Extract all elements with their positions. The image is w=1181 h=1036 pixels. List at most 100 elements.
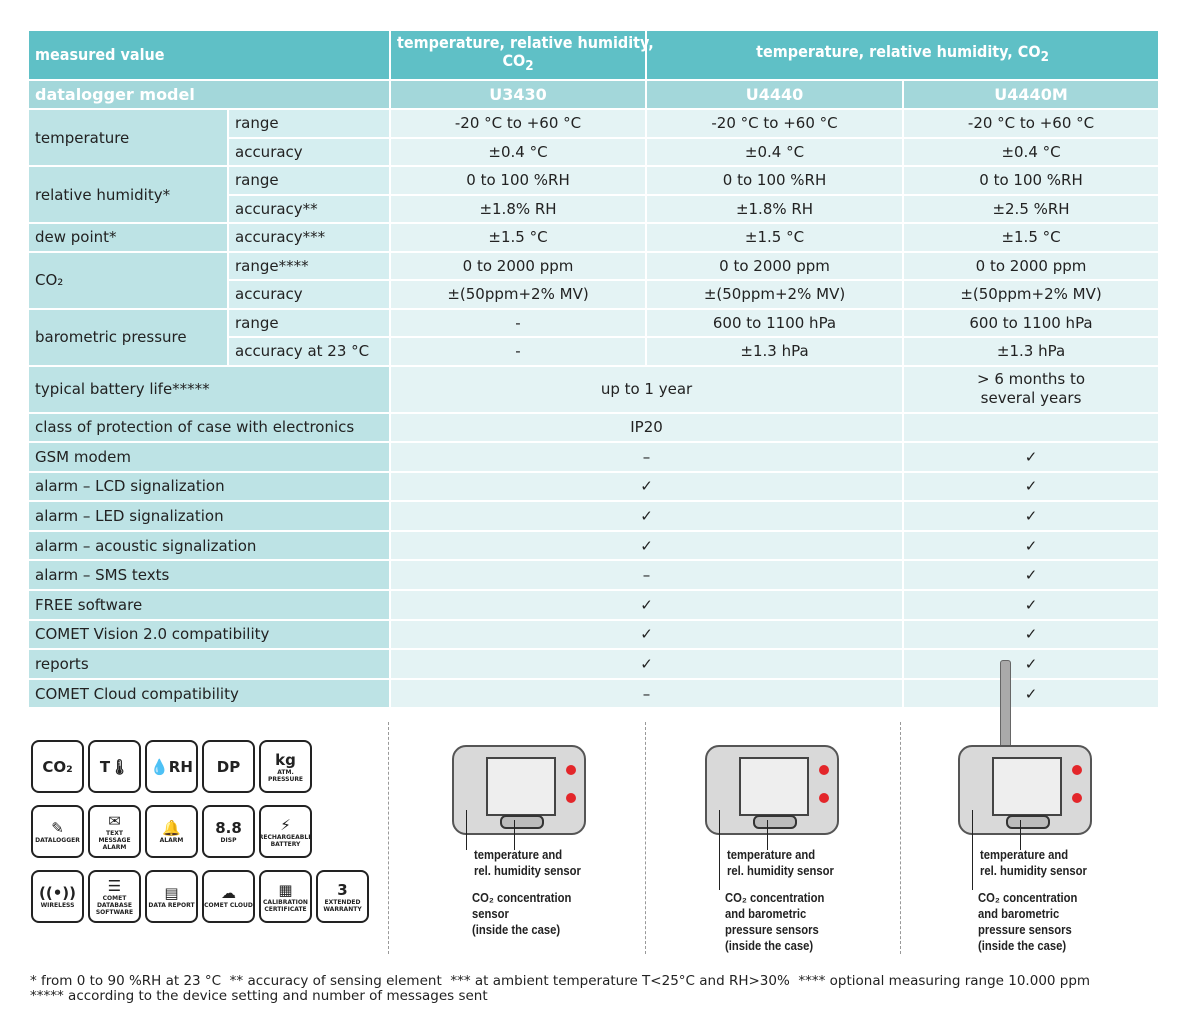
param-label: accuracy*** — [229, 224, 390, 251]
sensor-connector — [753, 815, 797, 829]
feature-u4440m: ✓ — [904, 531, 1159, 560]
device-case — [705, 745, 839, 835]
antenna — [1000, 660, 1011, 752]
feature-row: COMET Vision 2.0 compatibility ✓ ✓ — [29, 620, 1159, 649]
battery-shared: up to 1 year — [391, 366, 903, 412]
subscript: 2 — [525, 59, 534, 75]
footnote-2: ***** according to the device setting an… — [30, 988, 488, 1004]
spec-value: ±0.4 °C — [391, 138, 646, 165]
spec-row: dew point* accuracy*** ±1.5 °C ±1.5 °C ±1.5 … — [29, 224, 1159, 251]
icon-glyph: ((•)) — [38, 884, 76, 902]
param-label: range — [229, 309, 390, 336]
spec-value: ±2.5 %RH — [904, 195, 1159, 222]
icon-glyph: 3 — [337, 880, 348, 899]
feature-u4440m: ✓ — [904, 472, 1159, 501]
spec-value: -20 °C to +60 °C — [391, 110, 646, 137]
group-label: barometric pressure — [29, 309, 227, 365]
feature-label: COMET Vision 2.0 compatibility — [29, 620, 390, 649]
display-screen — [486, 757, 556, 816]
group-label: dew point* — [29, 224, 227, 251]
icon-glyph: ✉ — [108, 812, 121, 830]
display-screen — [992, 757, 1062, 816]
icon-label: DISP — [220, 837, 237, 844]
spec-value: 0 to 2000 ppm — [904, 252, 1159, 279]
spec-value: 0 to 2000 ppm — [391, 252, 646, 279]
feature-row: alarm – LCD signalization ✓ ✓ — [29, 472, 1159, 501]
feature-u4440m: ✓ — [904, 591, 1159, 619]
icon-glyph: kg — [275, 750, 296, 769]
report-icon: ▤ DATA REPORT — [145, 870, 198, 923]
button-icon — [819, 765, 829, 775]
footnotes: * from 0 to 90 %RH at 23 °C ** accuracy … — [30, 974, 1090, 1004]
model-u3430: U3430 — [391, 81, 646, 108]
sms-icon: ✉ TEXT MESSAGE ALARM — [88, 805, 141, 858]
feature-shared: ✓ — [391, 620, 903, 649]
spacer — [316, 805, 369, 858]
header-text: temperature, relative humidity, — [397, 32, 654, 52]
divider — [645, 722, 646, 954]
sensor-connector — [1006, 815, 1050, 829]
device-illustration — [452, 745, 602, 835]
model-u4440m: U4440M — [904, 81, 1159, 108]
model-row: datalogger model U3430 U4440 U4440M — [29, 81, 1159, 108]
feature-label: FREE software — [29, 591, 390, 619]
feature-row: GSM modem – ✓ — [29, 443, 1159, 471]
feature-u4440m: ✓ — [904, 502, 1159, 530]
spec-row: accuracy** ±1.8% RH ±1.8% RH ±2.5 %RH — [29, 195, 1159, 222]
leader-line — [972, 810, 973, 890]
feature-u4440m: ✓ — [904, 679, 1159, 708]
feature-label: alarm – SMS texts — [29, 561, 390, 590]
leader-line — [1020, 820, 1021, 850]
leader-line — [514, 820, 515, 850]
sensor-connector — [500, 815, 544, 829]
icon-label: DATA REPORT — [148, 902, 195, 909]
battery-line: several years — [980, 389, 1082, 407]
feature-shared: ✓ — [391, 650, 903, 678]
feature-shared: ✓ — [391, 502, 903, 530]
subscript: 2 — [1040, 50, 1049, 66]
sensor1-caption: temperature and rel. humidity sensor — [980, 848, 1087, 878]
spec-value: - — [391, 338, 646, 365]
spec-value: ±1.3 hPa — [904, 338, 1159, 365]
u4440-measured-header: temperature, relative humidity, CO2 — [647, 31, 1159, 79]
spec-value: ±0.4 °C — [904, 138, 1159, 165]
sensor1-caption: temperature and rel. humidity sensor — [727, 848, 834, 878]
alarm-icon: 🔔 ALARM — [145, 805, 198, 858]
feature-row: FREE software ✓ ✓ — [29, 591, 1159, 619]
divider — [900, 722, 901, 954]
spec-value: -20 °C to +60 °C — [647, 110, 903, 137]
device-illustration — [705, 745, 855, 835]
feature-label: alarm – LED signalization — [29, 502, 390, 530]
spec-value: 600 to 1100 hPa — [647, 309, 903, 336]
icon-label: WIRELESS — [40, 902, 75, 909]
model-label: datalogger model — [29, 81, 390, 108]
humidity-icon: 💧RH — [145, 740, 198, 793]
spec-value: ±0.4 °C — [647, 138, 903, 165]
feature-icons: CO₂ T🌡 💧RH DP kg ATM. PRESSURE ✎ DATALOGGER ✉ TEX… — [31, 740, 369, 923]
button-icon — [566, 765, 576, 775]
feature-shared: – — [391, 679, 903, 708]
icon-label: ATM. PRESSURE — [267, 768, 304, 783]
icon-label: COMET CLOUD — [204, 902, 253, 909]
header-row: measured value temperature, relative hum… — [29, 31, 1159, 79]
icon-glyph: 💧RH — [150, 757, 193, 776]
spec-value: 0 to 100 %RH — [391, 167, 646, 194]
feature-u4440m: ✓ — [904, 443, 1159, 471]
icon-label: DATALOGGER — [35, 837, 80, 844]
feature-shared: ✓ — [391, 591, 903, 619]
spec-value: ±(50ppm+2% MV) — [904, 281, 1159, 308]
feature-row: reports ✓ ✓ — [29, 650, 1159, 678]
feature-shared: – — [391, 561, 903, 590]
spec-row: accuracy ±(50ppm+2% MV) ±(50ppm+2% MV) ±(50… — [29, 281, 1159, 308]
dew-point-icon: DP — [202, 740, 255, 793]
icon-glyph: T🌡 — [99, 757, 130, 776]
feature-label: alarm – acoustic signalization — [29, 531, 390, 560]
icon-label: COMET DATABASE SOFTWARE — [95, 895, 134, 916]
feature-label: GSM modem — [29, 443, 390, 471]
button-icon — [566, 793, 576, 803]
param-label: accuracy — [229, 138, 390, 165]
warranty-icon: 3 EXTENDED WARRANTY — [316, 870, 369, 923]
spacer — [316, 740, 369, 793]
feature-label: alarm – LCD signalization — [29, 472, 390, 501]
